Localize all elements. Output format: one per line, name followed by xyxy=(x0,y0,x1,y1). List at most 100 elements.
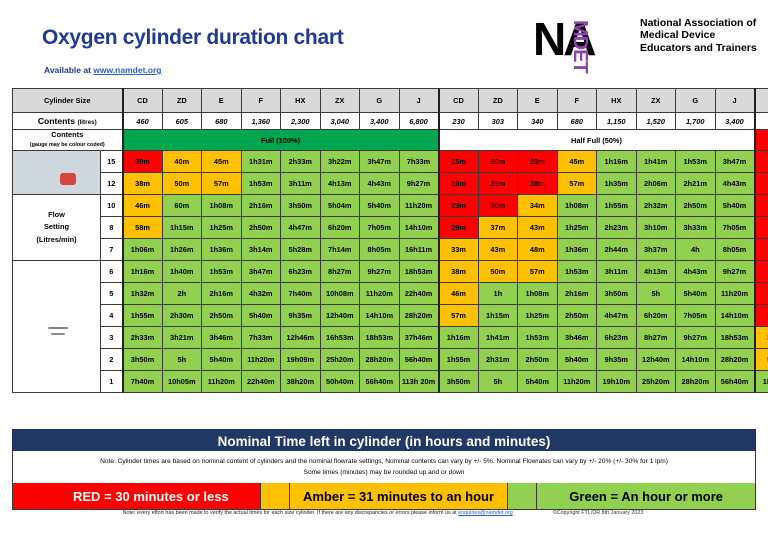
table-row: 1 7h40m 10h05m 11h20m 22h40m 38h20m 50h40m 56h4… xyxy=(13,370,768,393)
duration-cell: 5h xyxy=(477,370,519,393)
duration-cell: 7h05m xyxy=(675,304,716,327)
cylinder-size-header: G xyxy=(359,88,400,113)
flow-rate-value: 7 xyxy=(99,238,124,261)
duration-cell: 3h50m xyxy=(121,348,163,371)
duration-cell: 2h21m xyxy=(675,172,716,195)
duration-cell: 6h23m xyxy=(596,326,637,349)
page-title: Oxygen cylinder duration chart xyxy=(42,26,344,49)
nominal-time-bar: Nominal Time left in cylinder (in hours … xyxy=(12,429,756,453)
label-contents: Contents (gauge may be colour coded) xyxy=(11,129,124,151)
duration-cell: 6h23m xyxy=(280,260,321,283)
cylinder-size-header: ZX xyxy=(635,88,677,113)
duration-cell: 40m xyxy=(161,150,203,173)
duration-cell: 2h16m xyxy=(201,282,242,305)
duration-cell: 57m xyxy=(753,348,768,371)
contact-email-link[interactable]: enquiries@namdet.org xyxy=(458,510,513,516)
duration-cell: 9h27m xyxy=(714,260,756,283)
duration-cell: 16h11m xyxy=(398,238,440,261)
duration-cell: 3h10m xyxy=(635,216,677,239)
duration-cell: 5h28m xyxy=(280,238,321,261)
duration-cell: 1h41m xyxy=(635,150,677,173)
duration-cell: 3h22m xyxy=(319,150,361,173)
duration-cell: 3h46m xyxy=(556,326,598,349)
duration-cell: 58m xyxy=(121,216,163,239)
cylinder-photo xyxy=(12,150,101,195)
duration-cell: 1h55m xyxy=(121,304,163,327)
duration-cell: 23m xyxy=(517,150,558,173)
legend-swatch-green xyxy=(508,483,538,509)
duration-cell: 50h40m xyxy=(319,370,361,393)
duration-cell: 25h20m xyxy=(635,370,677,393)
duration-cell: 1h08m xyxy=(517,282,558,305)
duration-cell: 11h20m xyxy=(398,194,440,217)
duration-cell: 30m xyxy=(121,150,163,173)
duration-cell: 5h40m xyxy=(714,194,756,217)
duration-cell: 9h27m xyxy=(359,260,400,283)
note-line-2: Some times (minutes) may be rounded up a… xyxy=(303,469,465,476)
duration-cell: 1h26m xyxy=(161,238,203,261)
duration-cell: 2h50m xyxy=(201,304,242,327)
duration-cell: 22h40m xyxy=(240,370,282,393)
cylinder-size-header: J xyxy=(398,88,440,113)
duration-cell: 113h 20m xyxy=(398,370,440,393)
duration-cell: 28m xyxy=(753,304,768,327)
contents-litres-value: 460 xyxy=(121,112,163,130)
duration-cell: 11m xyxy=(753,194,768,217)
duration-cell: 3h11m xyxy=(596,260,637,283)
table-row: 8 58m 1h15m 1h25m 2h50m 4h47m 6h20m 7h05m 14h10m… xyxy=(13,216,768,239)
duration-cell: 1h55m xyxy=(437,348,479,371)
duration-cell: 1h16m xyxy=(437,326,479,349)
duration-cell: 14h10m xyxy=(714,304,756,327)
duration-cell: 2h xyxy=(161,282,203,305)
duration-cell: 5h40m xyxy=(556,348,598,371)
cylinder-size-header: ZX xyxy=(319,88,361,113)
duration-cell: 2h31m xyxy=(477,348,519,371)
duration-cell: 2h44m xyxy=(596,238,637,261)
duration-cell: 18h53m xyxy=(714,326,756,349)
duration-cell: 6h20m xyxy=(635,304,677,327)
duration-cell: 18h53m xyxy=(359,326,400,349)
contents-litres-value: 303 xyxy=(477,112,519,130)
duration-cell: 57m xyxy=(517,260,558,283)
duration-cell: 37m xyxy=(477,216,519,239)
duration-cell: 1h16m xyxy=(121,260,163,283)
table-row: 7 1h06m 1h26m 1h36m 3h14m 5h28m 7h14m 8h05m 16h1… xyxy=(13,238,768,261)
duration-cell: 14m xyxy=(753,216,768,239)
cylinder-size-header: HX xyxy=(596,88,637,113)
duration-cell: 12h40m xyxy=(635,348,677,371)
duration-cell: 60m xyxy=(161,194,203,217)
table-row: 5 1h32m 2h 2h16m 4h32m 7h40m 10h08m 11h20m 22h40… xyxy=(13,282,768,305)
duration-cell: 23m xyxy=(753,282,768,305)
duration-cell: 3h11m xyxy=(280,172,321,195)
duration-cell: 30m xyxy=(477,194,519,217)
duration-cell: 46m xyxy=(121,194,163,217)
cylinder-size-header: F xyxy=(556,88,598,113)
cylinder-size-header: ZD xyxy=(161,88,203,113)
duration-cell: 5h04m xyxy=(319,194,361,217)
duration-cell: 1h40m xyxy=(161,260,203,283)
fill-band-label: Low (approx. 25%) xyxy=(753,129,768,151)
duration-cell: 3h50m xyxy=(437,370,479,393)
flow-rate-value: 1 xyxy=(99,370,124,393)
namdet-logo: NA MDET xyxy=(533,14,633,74)
header-row-cylinder-size: Cylinder SizeCDZDEFHXZXGJCDZDEFHXZXGJCDZ… xyxy=(11,88,768,113)
duration-cell: 14h10m xyxy=(675,348,716,371)
cylinder-size-header: E xyxy=(517,88,558,113)
duration-cell: 19h10m xyxy=(596,370,637,393)
duration-cell: 8h05m xyxy=(714,238,756,261)
duration-cell: 4h47m xyxy=(596,304,637,327)
duration-cell: 3h37m xyxy=(635,238,677,261)
duration-cell: 2h50m xyxy=(556,304,598,327)
duration-cell: 45m xyxy=(556,150,598,173)
availability-prefix: Available at xyxy=(44,65,94,75)
duration-cell: 4h43m xyxy=(359,172,400,195)
duration-cell: 15m xyxy=(437,150,479,173)
duration-cell: 12h46m xyxy=(280,326,321,349)
contents-litres-value: 1,700 xyxy=(675,112,716,130)
duration-cell: 14h10m xyxy=(359,304,400,327)
namdet-website-link[interactable]: www.namdet.org xyxy=(93,65,162,75)
header-row-contents-litres: Contents (litres) 460 605 680 1,360 2,300 3,04… xyxy=(11,112,768,130)
duration-cell: 38m xyxy=(753,326,768,349)
flow-rate-value: 15 xyxy=(99,150,124,173)
duration-cell: 2h06m xyxy=(635,172,677,195)
